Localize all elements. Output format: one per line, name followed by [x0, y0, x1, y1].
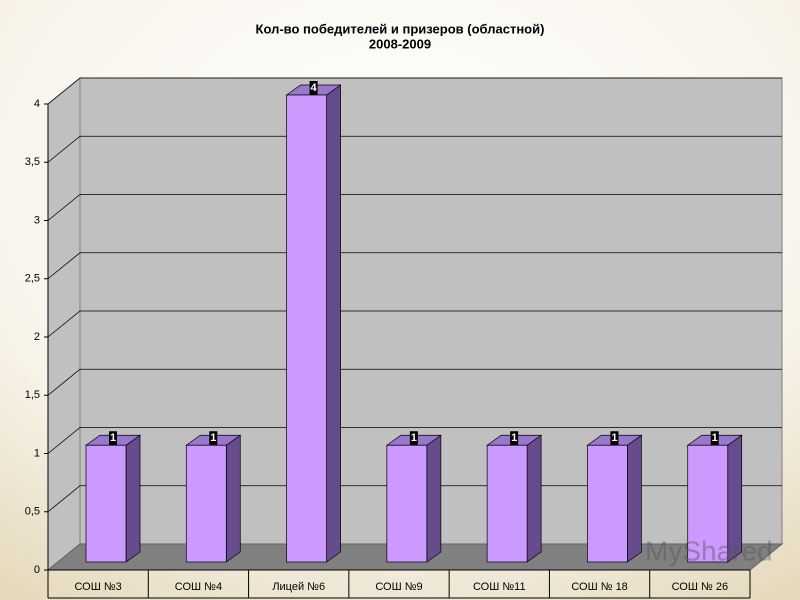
- bar-side: [627, 434, 642, 563]
- grid-line: [47, 252, 782, 280]
- bar-side: [125, 434, 141, 563]
- x-tick-label: СОШ № 26: [672, 581, 729, 593]
- bar: [85, 444, 127, 563]
- data-label: 1: [712, 432, 718, 444]
- data-label: 1: [110, 432, 116, 444]
- data-label-bg: [610, 431, 619, 446]
- data-label: 1: [411, 432, 417, 444]
- x-tick-label: СОШ №3: [74, 581, 121, 593]
- bar-side: [526, 434, 542, 563]
- grid-line: [47, 310, 782, 338]
- bar: [185, 444, 227, 563]
- data-label-bg: [309, 81, 318, 95]
- grid-line: [47, 77, 782, 105]
- chart-title: Кол-во победителей и призеров (областной…: [256, 21, 545, 36]
- bar: [687, 444, 729, 563]
- bar-side: [326, 84, 341, 563]
- data-label-bg: [409, 431, 418, 446]
- x-tick-label: СОШ № 18: [571, 581, 628, 593]
- grid-line: [47, 135, 782, 163]
- data-label: 1: [210, 432, 216, 444]
- bar: [386, 444, 428, 563]
- y-tick-label: 3: [34, 214, 40, 226]
- x-tick-label: СОШ №9: [375, 581, 422, 593]
- y-tick-label: 2,5: [25, 273, 40, 285]
- data-label: 1: [611, 432, 617, 444]
- bar: [286, 94, 327, 563]
- bar: [486, 444, 528, 563]
- grid-line: [47, 194, 782, 221]
- data-label-bg: [109, 431, 117, 446]
- chart-subtitle: 2008-2009: [369, 36, 431, 51]
- grid-line: [47, 368, 782, 396]
- grid-line: [47, 427, 782, 454]
- y-tick-label: 4: [34, 98, 40, 110]
- y-tick-label: 0,5: [25, 506, 40, 518]
- data-label-bg: [510, 431, 519, 446]
- data-label: 1: [511, 432, 517, 444]
- x-tick-label: СОШ №4: [175, 581, 222, 593]
- plot-area: 0 0,5 1 1,5 2 2,5 3 3,5 4 СОШ №3 1 СОШ №4 1 Лицей №6 4…: [25, 76, 784, 599]
- data-label-bg: [209, 431, 218, 446]
- bar-side: [426, 434, 442, 563]
- x-tick-label: СОШ №11: [473, 581, 526, 593]
- y-tick-label: 2: [34, 331, 40, 343]
- y-tick-label: 1,5: [25, 389, 40, 401]
- bar: [587, 444, 628, 563]
- data-label-bg: [710, 431, 719, 446]
- y-tick-label: 3,5: [25, 156, 40, 168]
- grid-line: [47, 485, 782, 513]
- y-tick-label: 0: [34, 564, 40, 576]
- data-label: 4: [311, 82, 318, 94]
- x-tick-label: Лицей №6: [272, 581, 325, 593]
- watermark: MyShared: [645, 535, 773, 566]
- bar-side: [225, 434, 241, 563]
- y-tick-label: 1: [34, 447, 40, 459]
